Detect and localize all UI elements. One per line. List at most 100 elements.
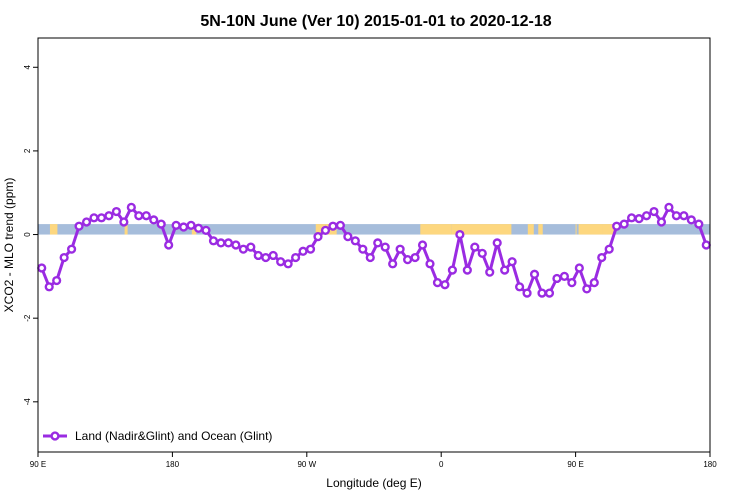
data-point [223, 238, 234, 248]
data-point [291, 252, 301, 263]
data-point [574, 263, 584, 273]
data-point [268, 250, 278, 261]
data-point [350, 236, 360, 246]
plot-frame [37, 37, 711, 453]
y-tick-label: -4 [23, 398, 32, 406]
land-segment-0 [49, 224, 58, 235]
data-point [104, 211, 114, 221]
data-point [552, 273, 562, 284]
data-point [492, 238, 502, 248]
y-tick-label: 2 [23, 148, 32, 153]
data-point [201, 225, 211, 235]
chart-title: 5N-10N June (Ver 10) 2015-01-01 to 2020-… [200, 13, 551, 30]
data-point [328, 221, 338, 231]
x-tick-label: 90 E [30, 460, 46, 469]
data-point [529, 269, 540, 279]
data-point [410, 252, 420, 263]
data-point [134, 211, 144, 221]
data-point [37, 263, 47, 273]
data-point [671, 211, 682, 221]
land-segment-8 [575, 224, 577, 235]
data-point [395, 244, 405, 254]
y-tick-label: 0 [23, 232, 32, 237]
data-point [634, 214, 644, 224]
land-segment-10 [602, 224, 615, 235]
data-point [701, 240, 711, 250]
legend-entry-label: Land (Nadir&Glint) and Ocean (Glint) [75, 429, 272, 443]
data-point [44, 282, 54, 292]
data-point [298, 246, 308, 256]
land-segment-9 [578, 224, 603, 235]
data-point [425, 259, 435, 269]
land-segment-1 [124, 224, 128, 235]
x-tick-label: 90 E [567, 460, 583, 469]
data-point [686, 215, 696, 225]
x-axis-title: Longitude (deg E) [326, 476, 421, 490]
data-point [664, 202, 674, 212]
ocean-band [38, 224, 710, 235]
data-point [619, 219, 629, 229]
data-point [507, 257, 517, 267]
land-segment-6 [527, 224, 534, 235]
data-point [559, 271, 570, 281]
data-point [126, 202, 136, 212]
data-point [440, 280, 450, 290]
data-point [66, 244, 77, 254]
data-point [649, 206, 659, 217]
data-point [335, 220, 346, 230]
data-point [111, 206, 122, 217]
data-point [164, 240, 174, 250]
data-point [537, 288, 547, 298]
y-axis-title: XCO2 - MLO trend (ppm) [2, 178, 16, 313]
data-point [455, 229, 465, 240]
data-point [320, 225, 331, 235]
data-point [514, 282, 525, 292]
y-tick-label: 4 [23, 64, 32, 69]
data-point [149, 215, 159, 225]
x-tick-label: 90 W [297, 460, 316, 469]
data-point [96, 213, 107, 223]
data-point [597, 252, 607, 263]
data-point [89, 213, 99, 223]
data-point [582, 284, 592, 294]
data-point [179, 222, 189, 232]
data-point [343, 232, 353, 242]
data-point [403, 255, 413, 265]
data-point [626, 213, 637, 223]
series-layer [37, 202, 711, 298]
legend-marker-swatch [50, 431, 60, 441]
data-point [253, 250, 263, 261]
data-point [462, 265, 472, 275]
data-point [388, 259, 398, 269]
data-point [417, 240, 428, 250]
data-point [238, 244, 248, 254]
x-tick-label: 0 [439, 460, 444, 469]
data-point [261, 252, 271, 263]
data-point [567, 278, 577, 288]
data-point [216, 238, 226, 248]
data-point [59, 252, 69, 263]
data-point [313, 232, 323, 242]
data-point [193, 223, 204, 233]
land-segment-2 [191, 224, 197, 235]
data-point [373, 238, 383, 248]
legend: Land (Nadir&Glint) and Ocean (Glint) [43, 429, 272, 443]
land-segment-7 [538, 224, 543, 235]
data-point [305, 244, 316, 254]
y-tick-label: -2 [23, 314, 32, 322]
data-point [246, 242, 256, 252]
data-point [380, 242, 390, 252]
data-point [231, 240, 241, 250]
data-point [119, 217, 129, 227]
y-axis: -4 -2 0 2 4 [23, 64, 38, 405]
data-point [477, 248, 487, 258]
data-point [52, 275, 62, 286]
x-tick-label: 180 [166, 460, 180, 469]
data-point [522, 288, 532, 298]
data-point [186, 220, 196, 230]
data-point [500, 265, 510, 275]
data-point [283, 259, 293, 269]
data-point [589, 278, 599, 288]
data-point [485, 267, 495, 277]
